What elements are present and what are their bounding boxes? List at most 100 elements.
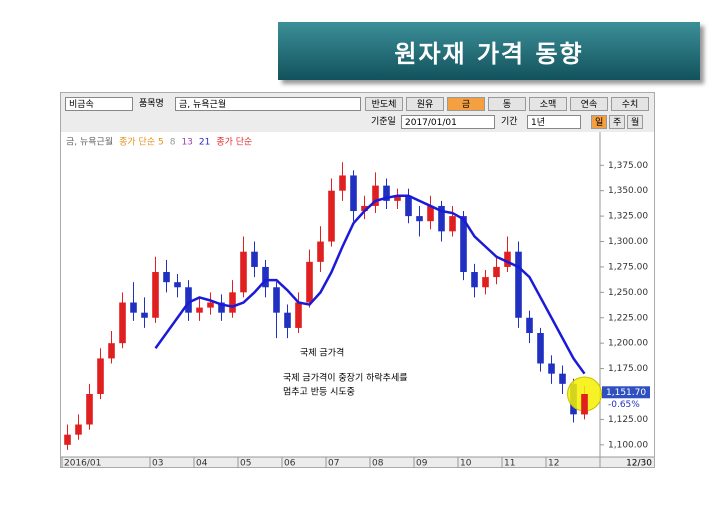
- candle-body: [394, 195, 401, 201]
- unit-button[interactable]: 일: [591, 115, 607, 129]
- candle-body: [581, 394, 588, 415]
- x-tick-label: 03: [152, 459, 163, 469]
- candle-body: [493, 266, 500, 278]
- group-select[interactable]: 비금속: [65, 97, 133, 111]
- candle-body: [185, 287, 192, 313]
- candle-body: [372, 185, 379, 206]
- x-tick-label: 07: [328, 459, 339, 469]
- tab-button[interactable]: 반도체: [365, 97, 403, 111]
- candle-body: [86, 394, 93, 425]
- candle-body: [361, 205, 368, 212]
- candle-body: [471, 272, 478, 288]
- candle-body: [108, 343, 115, 359]
- x-tick-label: 04: [196, 459, 208, 469]
- slide-title: 원자재 가격 동향: [278, 22, 700, 80]
- candle-body: [229, 292, 236, 313]
- y-tick-label: 1,275.00: [608, 262, 648, 272]
- candle-body: [119, 302, 126, 344]
- candle-body: [295, 302, 302, 328]
- tab-button[interactable]: 수치: [611, 97, 649, 111]
- candle-body: [64, 434, 71, 445]
- legend-item: 종가 단순 5: [119, 137, 164, 148]
- y-tick-label: 1,325.00: [608, 212, 648, 222]
- tab-button[interactable]: 원유: [406, 97, 444, 111]
- x-tick-label: 06: [284, 459, 296, 469]
- unit-button[interactable]: 월: [627, 115, 643, 129]
- x-end-label: 12/30: [626, 459, 652, 469]
- annotation: 국제 금가격: [300, 347, 344, 359]
- y-tick-label: 1,175.00: [608, 364, 648, 374]
- candle-body: [438, 205, 445, 232]
- legend-item: 금, 뉴욕근월: [66, 136, 113, 148]
- candle-body: [97, 358, 104, 395]
- candle-body: [251, 251, 258, 267]
- y-tick-label: 1,200.00: [608, 339, 648, 349]
- date-input[interactable]: 2017/01/01: [401, 115, 495, 129]
- plot-background: [61, 132, 654, 457]
- candle-body: [130, 302, 137, 313]
- candle-body: [328, 190, 335, 242]
- y-tick-label: 1,225.00: [608, 313, 648, 323]
- x-tick-label: 09: [416, 459, 428, 469]
- annotation: 국제 금가격이 중장기 하락추세를: [283, 372, 408, 384]
- x-tick-label: 11: [504, 459, 515, 469]
- legend-item: 종가 단순: [216, 137, 252, 148]
- candle-body: [207, 302, 214, 308]
- candle-body: [174, 282, 181, 288]
- candle-body: [163, 272, 170, 283]
- period-label: 기간: [501, 117, 518, 127]
- legend-item: 8: [170, 138, 176, 148]
- date-label: 기준일: [371, 117, 396, 127]
- item-label: 품목명: [139, 99, 164, 109]
- y-tick-label: 1,375.00: [608, 161, 648, 171]
- candle-body: [537, 333, 544, 364]
- candle-body: [383, 185, 390, 201]
- candle-body: [218, 302, 225, 313]
- candle-body: [482, 277, 489, 288]
- candle-body: [526, 317, 533, 334]
- tab-button[interactable]: 소맥: [529, 97, 567, 111]
- candle-body: [273, 287, 280, 313]
- x-tick-label: 2016/01: [64, 459, 101, 469]
- candle-body: [75, 424, 82, 435]
- y-tick-label: 1,100.00: [608, 440, 648, 450]
- tab-button[interactable]: 연속: [570, 97, 608, 111]
- tab-button[interactable]: 금: [447, 97, 485, 111]
- x-tick-label: 12: [548, 459, 559, 469]
- candle-body: [405, 195, 412, 217]
- period-select[interactable]: 1년: [527, 115, 581, 129]
- price-tag: [602, 386, 650, 399]
- candle-body: [559, 373, 566, 384]
- annotation: 멈추고 반등 시도중: [283, 387, 355, 398]
- candle-body: [339, 175, 346, 191]
- legend-item: 13: [181, 138, 192, 148]
- candle-body: [152, 272, 159, 318]
- price-label: 1,151.70: [606, 388, 646, 398]
- y-tick-label: 1,250.00: [608, 288, 648, 298]
- x-tick-label: 05: [240, 459, 251, 469]
- change-label: -0.65%: [608, 400, 640, 410]
- y-tick-label: 1,300.00: [608, 237, 648, 247]
- candle-body: [504, 251, 511, 267]
- candle-body: [548, 363, 555, 374]
- candle-body: [317, 241, 324, 262]
- x-tick-label: 08: [372, 459, 384, 469]
- candle-body: [416, 216, 423, 222]
- candle-body: [350, 175, 357, 212]
- y-tick-label: 1,125.00: [608, 415, 648, 425]
- candle-body: [460, 216, 467, 273]
- item-select[interactable]: 금, 뉴욕근월: [175, 97, 361, 111]
- x-tick-label: 10: [460, 459, 472, 469]
- tab-button[interactable]: 동: [488, 97, 526, 111]
- moving-average: [154, 194, 586, 375]
- candle-body: [515, 251, 522, 318]
- candle-body: [196, 307, 203, 313]
- y-tick-label: 1,350.00: [608, 186, 648, 196]
- candle-body: [449, 216, 456, 232]
- candle-body: [427, 205, 434, 222]
- legend-item: 21: [199, 138, 210, 148]
- candle-body: [240, 251, 247, 293]
- unit-button[interactable]: 주: [609, 115, 625, 129]
